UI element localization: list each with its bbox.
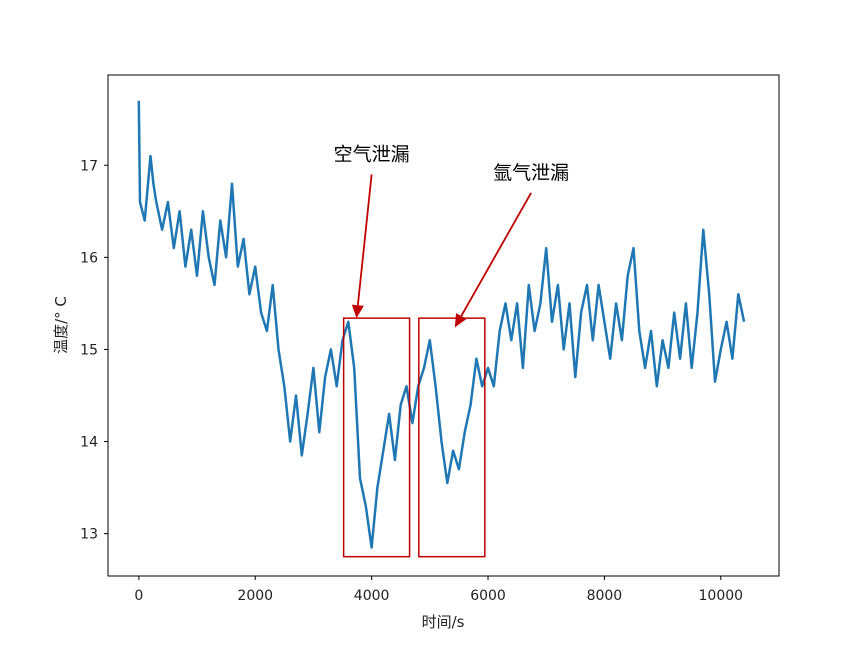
x-tick-label: 10000: [699, 588, 744, 604]
y-tick-label: 15: [80, 342, 98, 358]
annotation-arrowhead: [351, 304, 364, 319]
x-axis-label: 时间/s: [422, 613, 465, 631]
annotation-arrow: [460, 192, 532, 317]
y-tick-label: 14: [80, 435, 98, 451]
y-tick-label: 17: [80, 158, 98, 174]
plot-frame: [107, 74, 780, 577]
y-tick-label: 16: [80, 250, 98, 266]
annotation-box: [342, 317, 411, 558]
x-tick-label: 8000: [587, 588, 623, 604]
y-axis-label: 温度/° C: [52, 296, 70, 354]
x-tick-label: 0: [134, 588, 143, 604]
annotation-arrowhead: [454, 313, 467, 328]
annotation-label: 空气泄漏: [334, 143, 410, 165]
annotation-box: [418, 317, 486, 558]
temperature-series-line: [137, 100, 746, 549]
x-tick-label: 4000: [354, 588, 390, 604]
x-tick-label: 6000: [470, 588, 506, 604]
y-tick-label: 13: [80, 527, 98, 543]
x-tick-label: 2000: [237, 588, 273, 604]
annotation-label: 氩气泄漏: [493, 162, 569, 184]
annotation-arrow: [356, 174, 373, 306]
